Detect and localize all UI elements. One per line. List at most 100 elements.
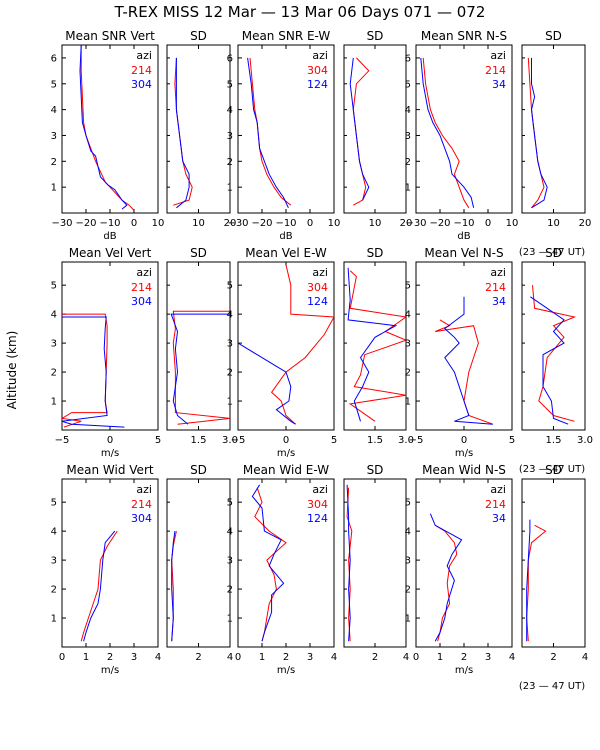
legend-entry: 214 [485, 498, 506, 511]
y-tick-label: 5 [51, 498, 57, 509]
series-line-34 [530, 57, 548, 209]
x-tick-label: 2 [107, 652, 113, 663]
y-tick-label: 4 [227, 527, 233, 538]
series-line-214 [80, 45, 135, 211]
y-tick-label: 5 [227, 281, 233, 292]
panel-frame [343, 478, 407, 648]
panel-wid-vert-sd: SD 2 4 [166, 463, 233, 663]
x-tick-label: 10 [192, 218, 205, 229]
x-tick-label: −5 [231, 435, 246, 446]
series-line-124 [347, 267, 398, 422]
panel-snr-ew: Mean SNR E-W −30 −20 −10 0 10 1 2 3 4 5 6 dB azi 30412… [227, 29, 341, 242]
y-tick-label: 6 [51, 53, 57, 64]
legend-title: azi [136, 266, 152, 279]
panel-title: SD [367, 246, 384, 260]
series-line-34 [530, 296, 569, 425]
y-tick-label: 2 [405, 585, 411, 596]
y-tick-label: 3 [405, 556, 411, 567]
x-tick-label: 3 [485, 652, 491, 663]
series-line-124 [251, 484, 285, 642]
x-tick-label: 4 [582, 652, 588, 663]
legend-title: azi [136, 49, 152, 62]
series-line-304 [346, 487, 353, 642]
series-line-124 [238, 342, 296, 425]
x-tick-label: 2 [461, 652, 467, 663]
legend-title: azi [312, 49, 328, 62]
series-line-214 [422, 57, 470, 209]
panel-title: SD [190, 29, 207, 43]
legend-entry: 304 [307, 498, 328, 511]
x-tick-label: 1.5 [191, 435, 207, 446]
y-tick-label: 1 [227, 397, 233, 408]
legend-entry: 304 [131, 78, 152, 91]
y-tick-label: 2 [405, 157, 411, 168]
x-tick-label: 20 [224, 218, 237, 229]
x-tick-label: 1 [437, 652, 443, 663]
y-tick-label: 1 [405, 614, 411, 625]
series-line-34 [444, 296, 493, 425]
y-tick-label: 3 [227, 339, 233, 350]
x-tick-label: 0 [413, 652, 419, 663]
legend-entry: 214 [131, 64, 152, 77]
series-line-214 [62, 313, 108, 428]
legend-entry: 304 [131, 512, 152, 525]
x-tick-label: 0 [107, 435, 113, 446]
y-tick-label: 4 [51, 310, 57, 321]
panel-frame [521, 261, 586, 431]
y-tick-label: 3 [51, 556, 57, 567]
x-axis-label: m/s [101, 665, 119, 676]
panel-title: Mean Wid Vert [66, 463, 153, 477]
figure-title: T-REX MISS 12 Mar — 13 Mar 06 Days 071 —… [114, 3, 486, 21]
panel-title: SD [367, 29, 384, 43]
legend-entry: 214 [131, 281, 152, 294]
y-tick-label: 5 [405, 79, 411, 90]
legend-title: azi [490, 483, 506, 496]
series-line-124 [247, 57, 289, 209]
panel-frame [343, 44, 407, 214]
x-tick-label: 10 [506, 218, 519, 229]
x-tick-label: −30 [51, 218, 72, 229]
y-tick-label: 3 [227, 131, 233, 142]
y-tick-label: 1 [405, 183, 411, 194]
y-tick-label: 2 [51, 585, 57, 596]
series-line-304 [170, 313, 230, 425]
y-tick-label: 3 [405, 339, 411, 350]
series-line-34 [420, 57, 475, 208]
series-line-304 [254, 487, 287, 642]
series-line-214 [80, 530, 118, 642]
x-tick-label: 3 [307, 652, 313, 663]
x-tick-label: −20 [251, 218, 272, 229]
legend-title: azi [312, 483, 328, 496]
legend-entry: 214 [131, 498, 152, 511]
x-axis-label: m/s [455, 448, 473, 459]
y-tick-label: 5 [51, 281, 57, 292]
panel-title: SD [545, 246, 562, 260]
y-tick-label: 1 [227, 183, 233, 194]
panel-snr-ew-sd: SD 10 20 [343, 29, 412, 229]
x-tick-label: 0 [283, 435, 289, 446]
panel-title: Mean SNR N-S [421, 29, 507, 43]
x-tick-label: 4 [227, 652, 233, 663]
panel-title: SD [367, 463, 384, 477]
x-tick-label: 4 [331, 652, 337, 663]
y-tick-label: 5 [227, 79, 233, 90]
x-tick-label: −10 [275, 218, 296, 229]
y-tick-label: 1 [51, 614, 57, 625]
x-tick-label: −20 [429, 218, 450, 229]
series-line-304 [249, 57, 292, 206]
y-tick-label: 2 [227, 157, 233, 168]
legend-entry: 304 [307, 64, 328, 77]
x-tick-label: 1 [83, 652, 89, 663]
x-axis-label: m/s [455, 665, 473, 676]
y-tick-label: 4 [405, 310, 411, 321]
legend-entry: 214 [485, 281, 506, 294]
x-axis-label: m/s [277, 448, 295, 459]
panel-wid-ns-sd: SD 2 4 [521, 463, 588, 663]
y-tick-label: 4 [227, 310, 233, 321]
panel-title: Mean Vel N-S [424, 246, 503, 260]
x-tick-label: 4 [509, 652, 515, 663]
panel-snr-vert-sd: SD 10 20 [166, 29, 237, 229]
